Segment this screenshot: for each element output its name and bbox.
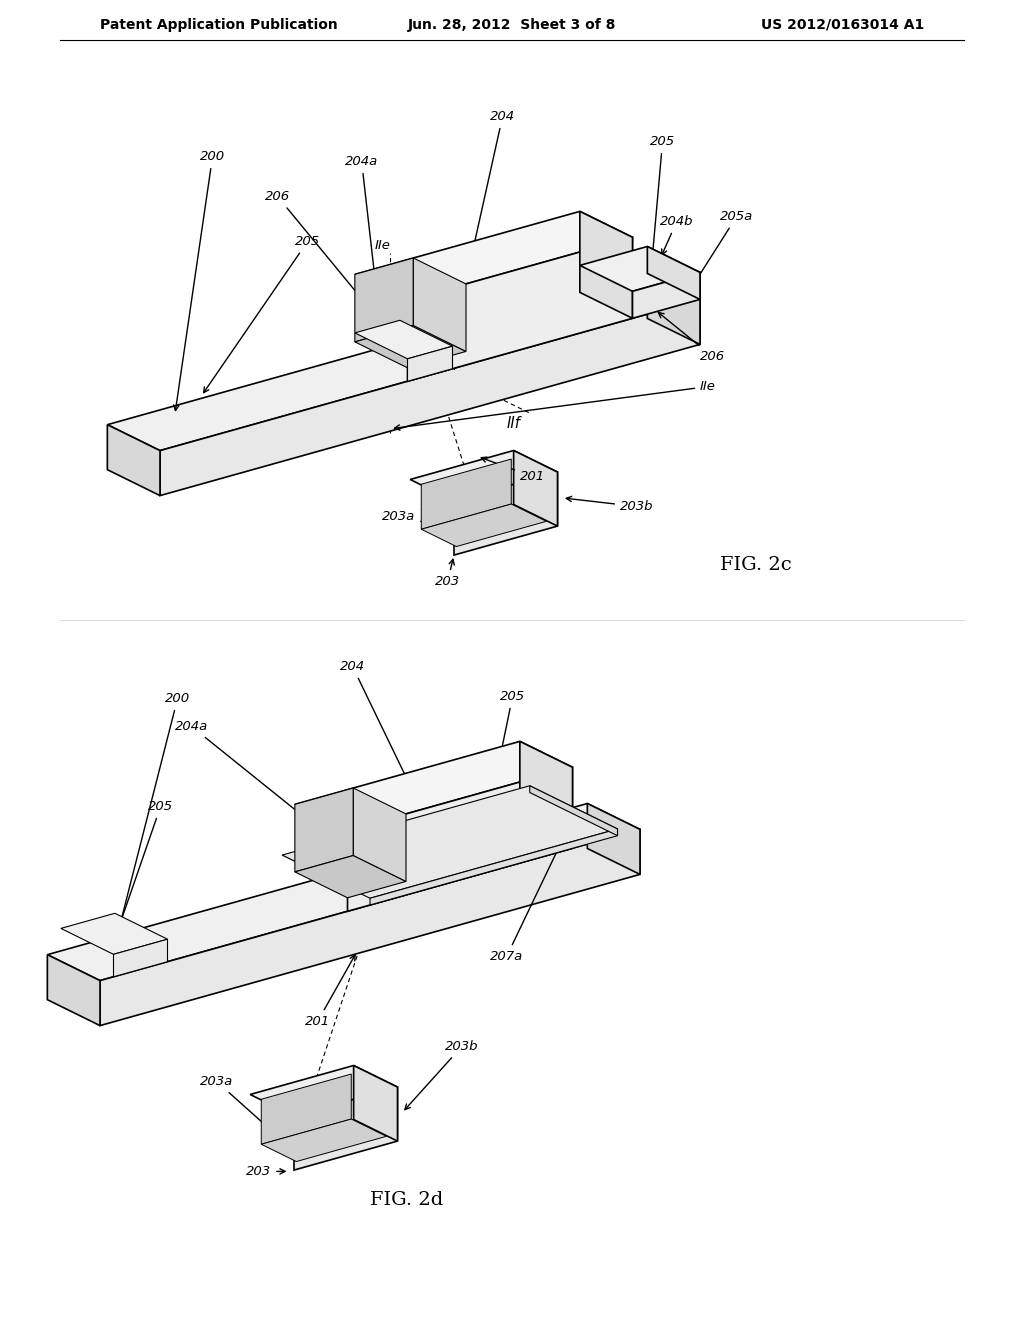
Polygon shape — [295, 788, 353, 873]
Text: US 2012/0163014 A1: US 2012/0163014 A1 — [761, 18, 924, 32]
Text: 204: 204 — [340, 660, 410, 784]
Polygon shape — [529, 785, 617, 836]
Polygon shape — [261, 1119, 386, 1162]
Polygon shape — [355, 257, 414, 342]
Text: 203: 203 — [435, 560, 460, 587]
Text: 203a: 203a — [382, 510, 439, 527]
Text: 204: 204 — [471, 110, 515, 253]
Polygon shape — [114, 940, 168, 977]
Polygon shape — [108, 273, 700, 450]
Text: 203b: 203b — [566, 496, 653, 513]
Polygon shape — [580, 247, 700, 292]
Text: 205a: 205a — [693, 210, 754, 285]
Polygon shape — [421, 459, 511, 529]
Polygon shape — [580, 211, 633, 318]
Text: 205: 205 — [649, 135, 675, 265]
Polygon shape — [60, 913, 168, 954]
Polygon shape — [411, 450, 557, 502]
Polygon shape — [250, 1065, 397, 1117]
Text: 203b: 203b — [404, 1040, 478, 1110]
Text: FIG. 2c: FIG. 2c — [720, 556, 792, 574]
Polygon shape — [633, 272, 700, 318]
Text: Patent Application Publication: Patent Application Publication — [100, 18, 338, 32]
Polygon shape — [353, 788, 406, 882]
Polygon shape — [47, 804, 640, 981]
Polygon shape — [294, 1088, 397, 1170]
Polygon shape — [421, 504, 547, 546]
Polygon shape — [647, 247, 700, 300]
Polygon shape — [353, 1065, 397, 1140]
Text: 205: 205 — [497, 690, 525, 766]
Text: 203: 203 — [246, 1166, 285, 1177]
Text: Jun. 28, 2012  Sheet 3 of 8: Jun. 28, 2012 Sheet 3 of 8 — [408, 18, 616, 32]
Polygon shape — [295, 855, 406, 898]
Text: 206: 206 — [658, 313, 725, 363]
Text: 204a: 204a — [175, 719, 313, 825]
Polygon shape — [355, 321, 453, 359]
Text: 206: 206 — [265, 190, 414, 362]
Text: 204b: 204b — [495, 766, 528, 824]
Text: 204a: 204a — [345, 154, 379, 293]
Polygon shape — [347, 767, 572, 911]
Text: IIe: IIe — [394, 380, 716, 430]
Text: 200: 200 — [115, 692, 190, 941]
Text: FIG. 2d: FIG. 2d — [370, 1191, 443, 1209]
Polygon shape — [283, 785, 617, 898]
Polygon shape — [108, 425, 160, 495]
Text: IIf: IIf — [507, 416, 521, 430]
Text: 207a: 207a — [490, 841, 562, 964]
Polygon shape — [408, 238, 633, 381]
Polygon shape — [100, 829, 640, 1026]
Text: 207: 207 — [444, 810, 525, 833]
Text: 203a: 203a — [200, 1074, 281, 1139]
Polygon shape — [408, 346, 453, 381]
Polygon shape — [295, 742, 572, 830]
Polygon shape — [160, 300, 700, 495]
Polygon shape — [370, 829, 617, 906]
Polygon shape — [454, 473, 557, 556]
Polygon shape — [355, 326, 466, 368]
Polygon shape — [261, 1074, 351, 1144]
Text: 200: 200 — [174, 150, 225, 411]
Polygon shape — [355, 211, 633, 300]
Text: 205: 205 — [204, 235, 321, 392]
Text: 204b: 204b — [660, 215, 693, 255]
Text: 201: 201 — [481, 457, 545, 483]
Text: 201: 201 — [305, 956, 355, 1028]
Polygon shape — [514, 450, 557, 527]
Polygon shape — [588, 804, 640, 874]
Polygon shape — [520, 742, 572, 849]
Text: IIf: IIf — [444, 358, 458, 374]
Polygon shape — [47, 954, 100, 1026]
Text: IIe: IIe — [374, 239, 390, 252]
Text: 205: 205 — [110, 800, 173, 952]
Polygon shape — [414, 257, 466, 351]
Polygon shape — [647, 273, 700, 345]
